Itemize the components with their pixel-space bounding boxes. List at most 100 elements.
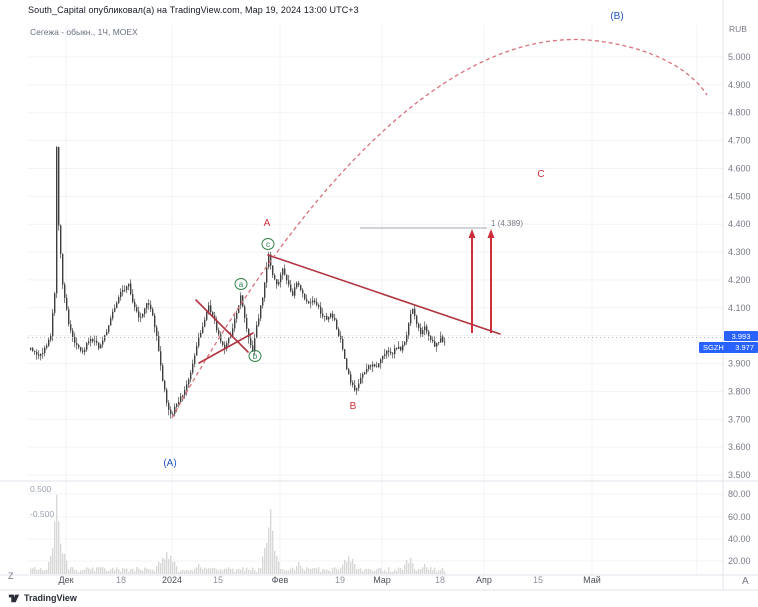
tradingview-brand[interactable]: TradingView [24, 593, 77, 603]
candle-body [406, 335, 408, 342]
volume-bar [36, 569, 38, 574]
wave-label-circle [234, 278, 248, 290]
candle-body [102, 340, 104, 345]
candle-body [90, 339, 92, 342]
volume-bar [148, 569, 150, 574]
wave-label-red: B [350, 401, 357, 412]
target-arrow-head [468, 229, 476, 238]
candle-body [278, 281, 280, 285]
candle-body [164, 380, 166, 390]
volume-bar [302, 568, 304, 574]
volume-bar [86, 567, 88, 574]
volume-bar [178, 571, 180, 574]
last-price-value: 3.993 [731, 331, 751, 341]
candle-body [422, 330, 424, 335]
volume-bar [78, 571, 80, 574]
volume-bar [64, 553, 66, 574]
volume-bar [428, 569, 430, 574]
volume-bar [68, 569, 70, 574]
volume-bar [254, 570, 256, 574]
trend-line [198, 332, 254, 364]
candle-body [256, 325, 258, 339]
volume-bar [236, 568, 238, 574]
candle-body [342, 338, 344, 350]
candle-body [276, 279, 278, 285]
volume-bar [272, 530, 274, 574]
volume-bar [364, 569, 366, 574]
volume-bar [88, 568, 90, 574]
volume-bar [392, 571, 394, 574]
volume-bar [422, 567, 424, 574]
volume-bar [128, 571, 130, 574]
time-axis[interactable]: Дек 18 2024 15 Фев 19 Мар 18 Апр 15 Май [58, 575, 600, 585]
candle-body [110, 318, 112, 326]
volume-bar [332, 568, 334, 574]
candle-body [424, 326, 426, 331]
volume-bar [398, 567, 400, 574]
time-tick-label: 18 [116, 575, 126, 585]
candle-body [262, 297, 264, 306]
volume-bar [336, 569, 338, 574]
candle-body [418, 323, 420, 328]
volume-bar [324, 569, 326, 574]
candle-body [344, 349, 346, 359]
candle-body [120, 291, 122, 298]
volume-tick-label: 80.00 [728, 489, 751, 499]
candle-body [374, 364, 376, 367]
candle-body [434, 341, 436, 347]
volume-bar [412, 563, 414, 574]
candle-body [356, 388, 358, 391]
candle-body [140, 316, 142, 318]
volume-bar [244, 570, 246, 574]
volume-bar [408, 563, 410, 574]
volume-bar [116, 567, 118, 574]
candle-body [348, 369, 350, 375]
time-tick-label: Фев [272, 575, 289, 585]
volume-bar [186, 569, 188, 574]
last-price-badge: 3.993 [724, 331, 758, 341]
wave-label-green: a [239, 280, 244, 289]
volume-bar [204, 567, 206, 574]
volume-bar [262, 556, 264, 574]
candle-body [72, 330, 74, 337]
candle-body [322, 313, 324, 317]
price-axis[interactable]: 5.000 4.900 4.800 4.700 4.600 4.500 4.400 4.300… [728, 52, 751, 566]
volume-bar [114, 570, 116, 574]
volume-bar [124, 568, 126, 574]
volume-bar [34, 566, 36, 574]
volume-bar [100, 567, 102, 574]
candle-body [208, 305, 210, 312]
volume-bar [314, 568, 316, 574]
candle-body [298, 282, 300, 286]
price-tick-label: 4.300 [728, 247, 751, 257]
publish-info: South_Capital опубликовал(а) на TradingV… [28, 5, 359, 15]
volume-bar [420, 569, 422, 574]
candle-body [92, 339, 94, 342]
candle-body [82, 350, 84, 352]
volume-bar [160, 563, 162, 574]
candle-body [44, 347, 46, 354]
volume-bar [248, 569, 250, 574]
candle-body [396, 348, 398, 349]
target-arrow-head [487, 229, 495, 238]
candle-body [432, 339, 434, 342]
symbol-title: Сегежа - обыкн., 1Ч, MOEX [30, 27, 138, 37]
candle-body [320, 306, 322, 314]
volume-bar [354, 563, 356, 574]
candle-body [282, 268, 284, 275]
candle-body [388, 350, 390, 352]
candle-body [158, 335, 160, 352]
time-tick-label: Апр [476, 575, 492, 585]
volume-bar [240, 569, 242, 574]
candle-body [384, 354, 386, 357]
volume-bar [386, 571, 388, 574]
volume-bar [180, 570, 182, 574]
volume-bar [426, 567, 428, 574]
volume-bar [252, 567, 254, 574]
candle-body [370, 365, 372, 367]
candle-body [48, 339, 50, 346]
candle-body [336, 319, 338, 330]
candle-body [168, 402, 170, 410]
